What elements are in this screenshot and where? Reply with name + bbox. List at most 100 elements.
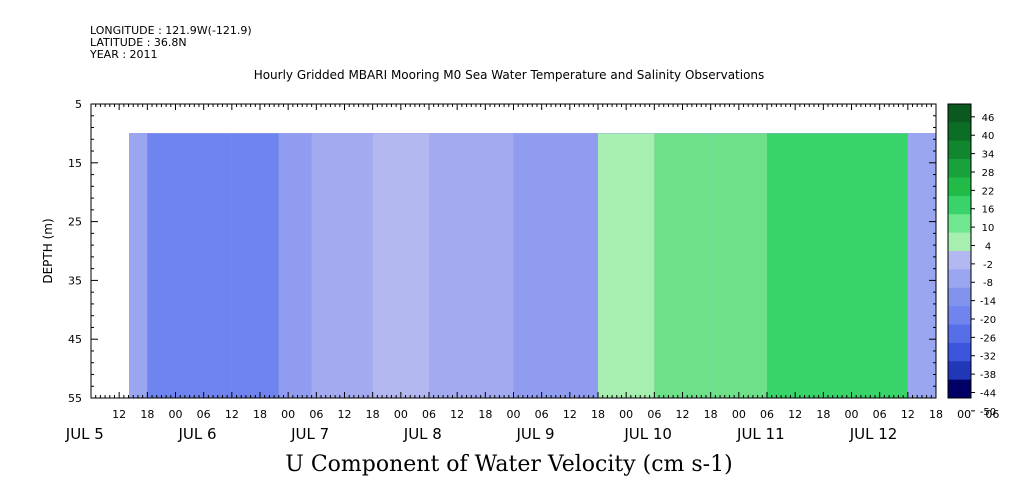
colorbar-label: 16	[982, 205, 995, 216]
x-hour-label: 12	[676, 408, 690, 421]
colorbar-label: -26	[980, 333, 996, 344]
field-band-9	[598, 133, 655, 398]
x-day-label: JUL 9	[515, 425, 554, 443]
x-hour-label: 18	[253, 408, 267, 421]
colorbar-box	[948, 232, 971, 252]
year-label: YEAR : 2011	[90, 48, 158, 61]
colorbar-label: 40	[982, 131, 995, 142]
field-band-8	[513, 133, 598, 398]
y-axis-label: DEPTH (m)	[41, 218, 55, 283]
colorbar-box	[948, 159, 971, 178]
x-day-label: JUL 11	[736, 425, 785, 443]
colorbar-box	[948, 379, 971, 399]
colorbar-label: 22	[982, 186, 995, 197]
variable-title: U Component of Water Velocity (cm s-1)	[285, 452, 733, 477]
field-band-4	[311, 133, 373, 398]
field-band-5	[372, 133, 429, 398]
x-day-label: JUL 12	[849, 425, 898, 443]
x-hour-label: 18	[704, 408, 718, 421]
x-hour-label: 00	[619, 408, 633, 421]
x-day-label: JUL 7	[290, 425, 329, 443]
x-hour-label: 00	[732, 408, 746, 421]
x-hour-label: 06	[535, 408, 549, 421]
x-day-label: JUL 8	[403, 425, 442, 443]
field-band-2	[231, 133, 279, 398]
colorbar-box	[948, 342, 971, 362]
colorbar-box	[948, 269, 971, 289]
colorbar-box	[948, 306, 971, 325]
x-hour-label: 18	[140, 408, 154, 421]
x-hour-label: 06	[647, 408, 661, 421]
colorbar-frame	[947, 103, 972, 399]
colorbar-box	[948, 287, 971, 307]
plot-title: Hourly Gridded MBARI Mooring M0 Sea Wate…	[253, 68, 765, 82]
x-hour-label: 06	[873, 408, 887, 421]
x-hour-label: 12	[112, 408, 126, 421]
colorbar-box	[948, 214, 971, 234]
x-hour-label: 18	[478, 408, 492, 421]
x-day-label: JUL 10	[623, 425, 672, 443]
velocity-field	[129, 133, 936, 398]
colorbar-box	[948, 177, 971, 197]
x-day-label: JUL 6	[177, 425, 216, 443]
colorbar-box	[948, 361, 971, 381]
x-hour-label: 12	[788, 408, 802, 421]
y-tick-label: 45	[68, 333, 82, 346]
colorbar-box	[948, 122, 971, 142]
x-hour-label: 00	[281, 408, 295, 421]
colorbar-label: 10	[982, 223, 995, 234]
field-band-3	[278, 133, 312, 398]
x-hour-label: 00	[957, 408, 971, 421]
colorbar-box	[948, 104, 971, 123]
colorbar: 46 40 34 28 22 16 10 4 -2 -8 -14 -20 -26 -32 -38 -44 -50	[947, 103, 996, 418]
colorbar-label: 34	[982, 150, 995, 161]
field-band-1	[147, 133, 232, 398]
x-hour-label: 06	[985, 408, 999, 421]
colorbar-label: -20	[980, 315, 996, 326]
colorbar-label: 46	[982, 113, 995, 124]
colorbar-label: 28	[982, 168, 995, 179]
x-hour-label: 06	[309, 408, 323, 421]
colorbar-label: -8	[983, 278, 993, 289]
field-band-11	[710, 133, 767, 398]
x-hour-label: 00	[169, 408, 183, 421]
colorbar-box	[948, 140, 971, 160]
longitude-label: LONGITUDE : 121.9W(-121.9)	[90, 24, 252, 37]
field-band-6	[429, 133, 486, 398]
x-hour-label: 12	[901, 408, 915, 421]
x-hour-label: 00	[845, 408, 859, 421]
colorbar-label: 4	[985, 241, 991, 252]
y-tick-label: 15	[68, 157, 82, 170]
x-hour-label: 18	[816, 408, 830, 421]
colorbar-label: -38	[980, 370, 996, 381]
field-band-12	[767, 133, 908, 398]
colorbar-label: -44	[980, 388, 996, 399]
y-tick-label: 55	[68, 392, 82, 405]
x-hour-label: 00	[394, 408, 408, 421]
x-hour-label: 18	[929, 408, 943, 421]
colorbar-label: -50	[980, 407, 996, 418]
x-hour-label: 12	[563, 408, 577, 421]
colorbar-box	[948, 324, 971, 344]
x-hour-label: 06	[760, 408, 774, 421]
x-day-label: JUL 5	[65, 425, 104, 443]
field-band-7	[485, 133, 514, 398]
colorbar-box	[948, 251, 971, 270]
x-hour-label: 12	[338, 408, 352, 421]
colorbar-label: -14	[980, 297, 996, 308]
y-tick-label: 35	[68, 274, 82, 287]
x-hour-label: 00	[507, 408, 521, 421]
y-tick-label: 25	[68, 216, 82, 229]
colorbar-label: -32	[980, 352, 996, 363]
axes: 12 18 00 06 12 18 00 06 12 18 00 06 12 18 00 06 12 18 00 06…	[65, 98, 1000, 443]
x-hour-label: 18	[366, 408, 380, 421]
x-hour-label: 12	[225, 408, 239, 421]
x-hour-label: 06	[422, 408, 436, 421]
latitude-label: LATITUDE : 36.8N	[90, 36, 187, 49]
x-hour-label: 18	[591, 408, 605, 421]
colorbar-box	[948, 195, 971, 215]
colorbar-label: -2	[983, 260, 993, 271]
y-tick-label: 5	[75, 98, 82, 111]
x-hour-label: 06	[197, 408, 211, 421]
